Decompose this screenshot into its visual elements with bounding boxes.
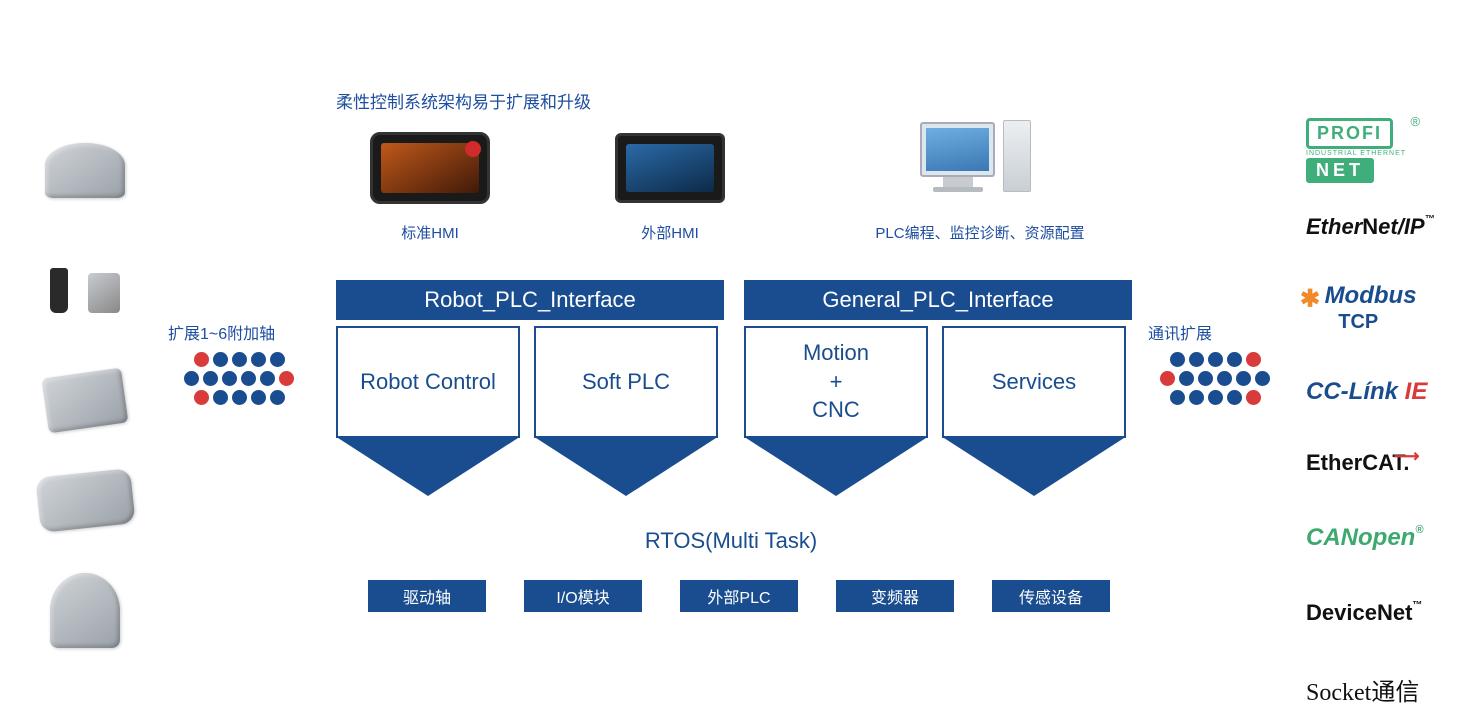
protocol-canopen: CANopen® — [1306, 524, 1423, 552]
device-external-hmi-label: 外部HMI — [610, 222, 730, 243]
protocol-ethercat: EtherCAT. ⟶ — [1306, 450, 1410, 476]
mech-device-3 — [30, 360, 140, 440]
module-motion-cnc: Motion + CNC — [744, 326, 928, 438]
flag-external-plc: 外部PLC — [680, 580, 798, 612]
device-standard-hmi-label: 标准HMI — [370, 222, 490, 243]
device-standard-hmi — [370, 128, 490, 208]
flag-inverter: 变频器 — [836, 580, 954, 612]
down-arrow-1 — [338, 438, 518, 496]
protocol-socket: Socket通信 — [1306, 672, 1419, 707]
right-extension-label: 通讯扩展 — [1148, 320, 1212, 344]
module-services: Services — [942, 326, 1126, 438]
mech-device-1 — [30, 130, 140, 210]
protocol-modbus: ✱ Modbus TCP — [1300, 282, 1417, 334]
mech-device-5 — [30, 560, 140, 660]
down-arrow-4 — [944, 438, 1124, 496]
device-pc-label: PLC编程、监控诊断、资源配置 — [850, 222, 1110, 243]
device-pc — [920, 120, 1031, 192]
protocol-profinet: PROFI INDUSTRIAL ETHERNET NET ® — [1306, 118, 1406, 183]
module-soft-plc: Soft PLC — [534, 326, 718, 438]
device-external-hmi — [610, 128, 730, 208]
protocol-devicenet: DeviceNet™ — [1306, 600, 1422, 626]
protocol-ethernetip: EtherNet/IP™ — [1306, 214, 1435, 240]
down-arrow-3 — [746, 438, 926, 496]
mech-device-4 — [30, 460, 140, 540]
flag-sensor: 传感设备 — [992, 580, 1110, 612]
mech-device-2 — [30, 250, 140, 330]
flag-io-module: I/O模块 — [524, 580, 642, 612]
diagram-title: 柔性控制系统架构易于扩展和升级 — [336, 88, 591, 113]
flag-drive-axis: 驱动轴 — [368, 580, 486, 612]
down-arrow-2 — [536, 438, 716, 496]
interface-header-robot: Robot_PLC_Interface — [336, 280, 724, 320]
connector-cluster-right — [1160, 352, 1270, 405]
interface-header-general: General_PLC_Interface — [744, 280, 1132, 320]
module-robot-control: Robot Control — [336, 326, 520, 438]
connector-cluster-left — [184, 352, 294, 405]
left-extension-label: 扩展1~6附加轴 — [168, 320, 275, 344]
rtos-label: RTOS(Multi Task) — [336, 528, 1126, 554]
protocol-cclink: CC-Línk IE — [1306, 378, 1427, 406]
